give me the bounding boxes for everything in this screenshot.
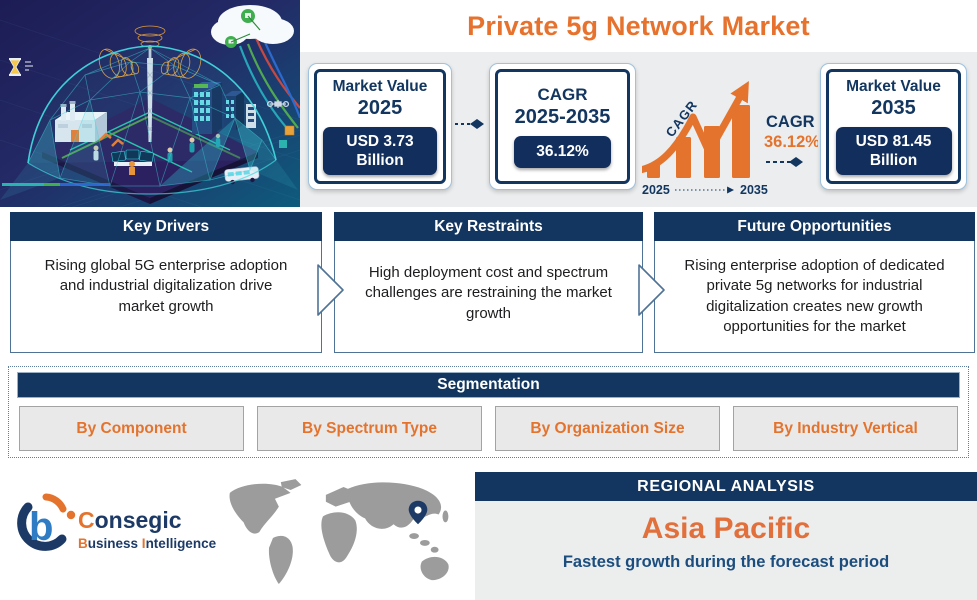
cagr-side-value: 36.12% [764, 133, 818, 151]
key-restraints-box: Key Restraints High deployment cost and … [334, 212, 643, 353]
key-drivers-box: Key Drivers Rising global 5G enterprise … [10, 212, 322, 353]
cagr-side-label: CAGR [766, 113, 815, 131]
stat-label: CAGR [537, 85, 588, 105]
year-end-label: 2035 [740, 183, 768, 197]
chevron-right-icon [638, 264, 665, 316]
city-platform [42, 98, 258, 204]
info-box-title: Key Restraints [334, 212, 643, 241]
stat-period: 2025-2035 [514, 106, 611, 129]
stat-value: USD 3.73 Billion [323, 126, 437, 176]
smart-city-5g-illustration [0, 0, 300, 207]
buildings [192, 82, 256, 134]
cagr-growth-chart-icon: CAGR 2025 2035 CAGR 36.12% [642, 81, 818, 197]
segment-by-industry-vertical: By Industry Vertical [733, 406, 958, 451]
info-box-title: Key Drivers [10, 212, 322, 241]
info-box-title: Future Opportunities [654, 212, 975, 241]
packages [279, 125, 295, 148]
page-title: Private 5g Network Market [467, 10, 810, 41]
stat-year: 2025 [357, 96, 403, 119]
stat-year: 2035 [871, 96, 916, 119]
chart-bars [647, 105, 750, 178]
stat-value: 36.12% [514, 136, 611, 168]
stat-value: USD 81.45 Billion [835, 126, 952, 176]
chevron-right-icon [317, 264, 344, 316]
antenna-cones [98, 25, 202, 79]
region-name: Asia Pacific [641, 512, 811, 545]
region-subtitle: Fastest growth during the forecast perio… [562, 553, 890, 571]
segment-by-organization-size: By Organization Size [495, 406, 720, 451]
logo-wordmark: Consegic [78, 507, 182, 533]
info-box-text: Rising global 5G enterprise adoption and… [44, 257, 288, 315]
dashed-connector [455, 119, 484, 129]
growth-arrow [642, 81, 749, 174]
segment-by-component: By Component [19, 406, 244, 451]
market-value-2035-box: Market Value 2035 USD 81.45 Billion [820, 63, 967, 190]
segmentation-section: Segmentation By Component By Spectrum Ty… [8, 366, 969, 458]
consegic-logo: b Consegic Business Intelligence [17, 493, 217, 551]
segment-by-spectrum-type: By Spectrum Type [257, 406, 482, 451]
location-pin-icon [408, 500, 428, 525]
regional-analysis-panel: Asia Pacific Fastest growth during the f… [475, 501, 977, 600]
control-desk [111, 149, 154, 175]
stat-label: Market Value [332, 77, 428, 95]
regional-analysis-header: REGIONAL ANALYSIS [475, 472, 977, 501]
stat-label: Market Value [846, 77, 941, 95]
progress-bar [2, 183, 110, 186]
info-box-text: High deployment cost and spectrum challe… [365, 264, 612, 322]
future-opportunities-box: Future Opportunities Rising enterprise a… [654, 212, 975, 353]
market-value-2025-box: Market Value 2025 USD 3.73 Billion [308, 63, 452, 190]
segmentation-title: Segmentation [17, 372, 960, 398]
logo-b-glyph: b [29, 505, 53, 549]
cagr-box: CAGR 2025-2035 36.12% [489, 63, 636, 190]
world-map [229, 479, 449, 585]
logo-tagline: Business Intelligence [78, 536, 217, 551]
info-box-text: Rising enterprise adoption of dedicated … [684, 257, 945, 335]
hourglass-icon [9, 58, 33, 76]
cloud-icon [211, 5, 294, 48]
drone-icon [266, 100, 290, 108]
year-start-label: 2025 [642, 183, 670, 197]
